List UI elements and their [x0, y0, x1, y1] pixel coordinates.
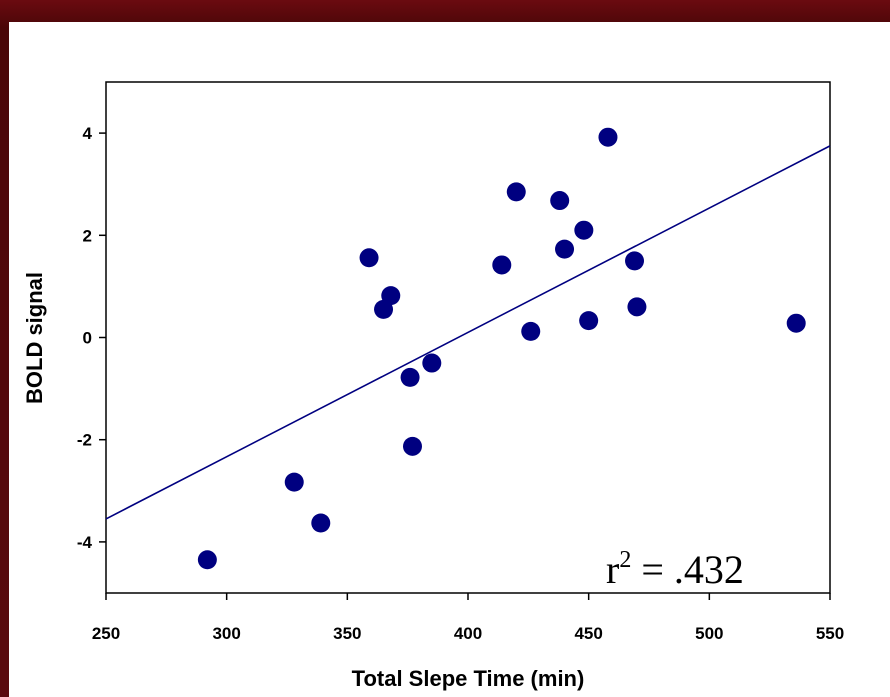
data-point [574, 220, 594, 240]
r-squared-base: r [606, 547, 619, 592]
data-point [627, 297, 647, 317]
x-tick-label: 400 [454, 624, 482, 643]
r-squared-superscript: 2 [619, 547, 631, 573]
data-point [381, 286, 401, 306]
data-point [625, 251, 645, 271]
plot-area [105, 81, 831, 594]
data-point [359, 248, 379, 268]
y-axis-title: BOLD signal [22, 272, 47, 404]
x-axis-title: Total Slepe Time (min) [352, 666, 585, 691]
data-point [598, 127, 618, 147]
data-points [197, 127, 806, 570]
x-tick-label: 300 [212, 624, 240, 643]
x-tick-label: 450 [574, 624, 602, 643]
data-point [400, 367, 420, 387]
x-tick-label: 550 [816, 624, 844, 643]
y-tick-label: 4 [83, 124, 93, 143]
data-point [555, 239, 575, 259]
data-point [786, 313, 806, 333]
y-tick-label: -2 [77, 431, 92, 450]
y-tick-label: 2 [83, 226, 92, 245]
y-ticks: -4 -2 0 2 4 [77, 124, 106, 552]
data-point [579, 311, 599, 331]
regression-line [105, 145, 831, 520]
r-squared-value: = .432 [631, 547, 744, 592]
data-point [402, 436, 422, 456]
x-tick-label: 350 [333, 624, 361, 643]
data-point [422, 353, 442, 373]
data-point [550, 191, 570, 211]
y-tick-label: 0 [83, 329, 92, 348]
data-point [506, 182, 526, 202]
data-point [492, 255, 512, 275]
data-point [197, 550, 217, 570]
regression-line-group [105, 145, 831, 520]
x-tick-label: 250 [92, 624, 120, 643]
r-squared-annotation: r2 = .432 [606, 547, 744, 592]
data-point [521, 321, 541, 341]
x-ticks: 250 300 350 400 450 500 550 [92, 593, 844, 643]
y-tick-label: -4 [77, 533, 93, 552]
data-point [311, 513, 331, 533]
data-point [284, 472, 304, 492]
x-tick-label: 500 [695, 624, 723, 643]
